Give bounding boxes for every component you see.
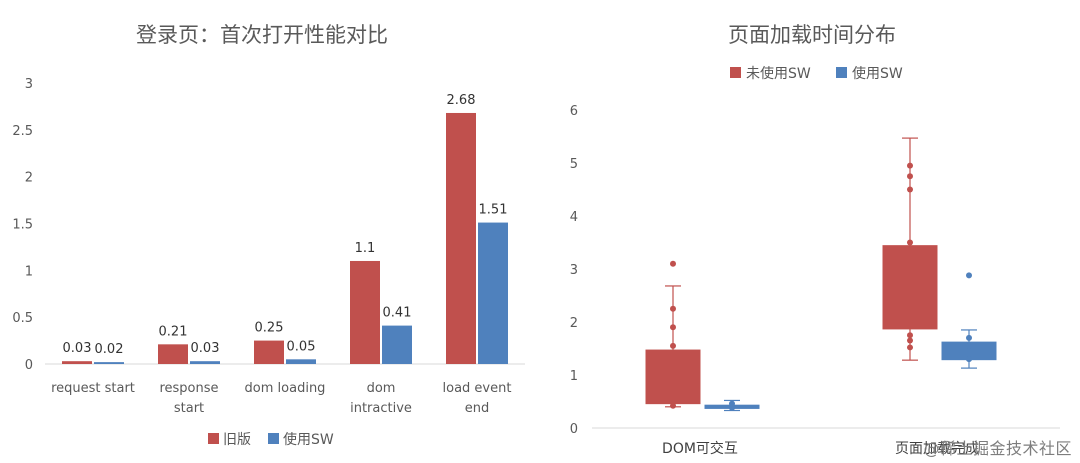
- box-no-sw: [645, 260, 701, 409]
- y-tick-label: 0: [570, 422, 578, 437]
- bar-sw: [94, 362, 124, 364]
- bar-old: [350, 260, 380, 364]
- box-iqr: [941, 341, 997, 361]
- x-tick-label: load event: [443, 381, 512, 396]
- bar-old: [158, 344, 188, 364]
- legend-swatch-sw: [836, 67, 847, 78]
- box-iqr: [645, 349, 701, 405]
- legend-label-old: 旧版: [223, 432, 251, 448]
- y-tick-label: 6: [570, 104, 578, 119]
- y-tick-label: 0.5: [12, 311, 33, 326]
- data-label: 0.03: [191, 341, 220, 356]
- box-chart-legend: 未使用SW 使用SW: [730, 65, 903, 82]
- box-no-sw: [882, 137, 938, 361]
- x-tick-label: request start: [51, 381, 135, 396]
- data-point: [670, 402, 676, 409]
- bar-sw: [286, 359, 316, 364]
- data-label: 0.25: [255, 321, 284, 336]
- bar-sw: [382, 325, 412, 364]
- bar-old: [62, 361, 92, 364]
- bar-sw: [478, 222, 508, 364]
- y-tick-label: 2.5: [12, 124, 33, 139]
- y-tick-label: 2: [25, 171, 33, 186]
- x-tick-label: start: [174, 401, 204, 416]
- legend-swatch-old: [208, 433, 219, 444]
- box-iqr: [882, 245, 938, 330]
- data-label: 0.21: [159, 324, 188, 339]
- data-point: [966, 334, 972, 341]
- legend-label-no-sw: 未使用SW: [746, 65, 811, 82]
- watermark: @稀土掘金技术社区: [923, 439, 1072, 458]
- x-tick-label: end: [465, 401, 490, 416]
- data-point: [670, 342, 676, 349]
- data-point: [966, 272, 972, 279]
- data-label: 0.03: [63, 341, 92, 356]
- data-label: 2.68: [447, 93, 476, 108]
- data-point: [907, 344, 913, 351]
- data-point: [670, 260, 676, 267]
- data-point: [907, 332, 913, 339]
- y-tick-label: 5: [570, 157, 578, 172]
- y-tick-label: 3: [25, 77, 33, 92]
- data-point: [729, 400, 735, 407]
- box-sw: [941, 272, 997, 369]
- data-point: [907, 239, 913, 246]
- y-tick-label: 1.5: [12, 218, 33, 233]
- data-label: 1.1: [355, 241, 376, 256]
- y-tick-label: 1: [25, 264, 33, 279]
- data-point: [907, 337, 913, 344]
- data-label: 0.05: [287, 339, 316, 354]
- y-tick-label: 4: [570, 210, 578, 225]
- data-point: [670, 305, 676, 312]
- bar-chart-legend: 旧版 使用SW: [208, 431, 334, 448]
- box-sw: [704, 399, 760, 412]
- legend-label-sw: 使用SW: [283, 431, 334, 448]
- data-point: [907, 321, 913, 328]
- data-label: 0.02: [95, 342, 124, 357]
- x-tick-label: DOM可交互: [662, 440, 738, 457]
- y-tick-label: 2: [570, 316, 578, 331]
- legend-swatch-no-sw: [730, 67, 741, 78]
- data-point: [907, 186, 913, 193]
- data-point: [966, 356, 972, 363]
- x-tick-label: dom loading: [245, 381, 326, 396]
- data-label: 1.51: [479, 203, 508, 218]
- data-point: [670, 324, 676, 331]
- x-tick-label: 页面加载完成: [895, 441, 979, 457]
- y-tick-label: 1: [570, 369, 578, 384]
- data-point: [907, 173, 913, 180]
- x-tick-label: intractive: [350, 401, 412, 416]
- bar-old: [446, 112, 476, 365]
- legend-label-sw: 使用SW: [852, 65, 903, 82]
- data-point: [966, 342, 972, 349]
- data-label: 0.41: [383, 306, 412, 321]
- y-tick-label: 3: [570, 263, 578, 278]
- data-point: [907, 162, 913, 169]
- box-chart-title: 页面加载时间分布: [728, 23, 896, 47]
- bar-old: [254, 340, 284, 364]
- bar-sw: [190, 361, 220, 364]
- data-point: [729, 404, 735, 411]
- bar-chart-title: 登录页：首次打开性能对比: [136, 23, 388, 47]
- y-tick-label: 0: [25, 358, 33, 373]
- x-tick-label: response: [159, 381, 218, 396]
- legend-swatch-sw: [268, 433, 279, 444]
- x-tick-label: dom: [367, 381, 396, 396]
